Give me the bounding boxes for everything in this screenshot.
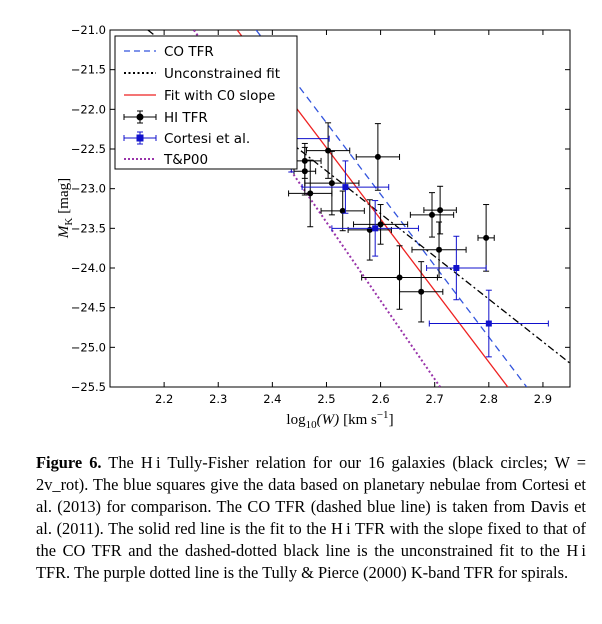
circle-marker [377, 221, 384, 228]
legend-box [114, 35, 298, 170]
circle-marker [483, 234, 490, 241]
y-tick-label: −22.5 [71, 142, 106, 156]
tully-fisher-chart: 2.2 2.3 2.4 2.5 2.6 2.7 2.8 2.9 −21.0 −21.5 −22.0… [56, 23, 571, 431]
y-tick-label: −25.0 [71, 340, 106, 354]
square-marker [342, 184, 349, 191]
y-axis-label: MK[mag] [56, 178, 75, 239]
legend-label-tp00: T&P00 [163, 152, 208, 168]
circle-marker [339, 207, 346, 214]
hi-tfr-point [423, 185, 457, 235]
x-tick-label: 2.8 [480, 392, 498, 406]
circle-marker [436, 246, 443, 253]
circle-marker [437, 207, 444, 214]
y-tick-label: −24.5 [71, 301, 106, 315]
y-tick-label: −25.5 [71, 380, 106, 394]
figure-label: Figure 6. [36, 453, 102, 472]
y-tick-label: −21.0 [71, 23, 106, 37]
x-tick-label: 2.6 [371, 392, 389, 406]
square-marker [453, 265, 460, 271]
legend-label-cortesi: Cortesi et al. [164, 131, 250, 147]
y-tick-label: −24.0 [71, 261, 106, 275]
circle-marker [429, 211, 435, 218]
hi-tfr-point [320, 190, 365, 232]
circle-marker [307, 190, 314, 197]
hi-tfr-point [288, 159, 333, 228]
hi-tfr-point [304, 150, 360, 216]
x-tick-label: 2.9 [534, 392, 552, 406]
hi-tfr-point [305, 122, 351, 179]
circle-marker [301, 168, 308, 175]
y-tick-label: −23.5 [71, 221, 106, 235]
cortesi-point [428, 289, 549, 358]
circle-marker [366, 226, 373, 233]
x-tick-labels: 2.2 2.3 2.4 2.5 2.6 2.7 2.8 2.9 [155, 392, 552, 406]
y-tick-labels: −21.0 −21.5 −22.0 −22.5 −23.0 −23.5 −24.0 −24.5… [71, 23, 106, 394]
data-points [246, 48, 549, 358]
line-co-tfr [255, 30, 528, 387]
x-tick-label: 2.2 [155, 392, 173, 406]
legend-label-c0-slope: Fit with C0 slope [164, 88, 275, 104]
figure-caption: Figure 6. The H i Tully-Fisher relation … [36, 452, 586, 584]
circle-marker [374, 153, 381, 160]
x-tick-label: 2.3 [209, 392, 227, 406]
y-tick-label: −21.5 [71, 63, 106, 77]
hi-tfr-point [355, 123, 401, 191]
legend-label-unconstrained: Unconstrained fit [164, 66, 280, 82]
x-tick-label: 2.5 [317, 392, 335, 406]
y-tick-label: −23.0 [71, 182, 106, 196]
legend-label-co-tfr: CO TFR [164, 44, 214, 60]
x-tick-label: 2.7 [426, 392, 444, 406]
hi-tfr-point [399, 261, 444, 323]
legend: CO TFR Unconstrained fit Fit with C0 slo… [114, 35, 298, 170]
hi-tfr-point [353, 204, 409, 245]
y-tick-label: −22.0 [71, 102, 106, 116]
x-axis-label: log10(W) [km s−1] [286, 409, 393, 431]
square-marker [372, 225, 379, 232]
cortesi-point [301, 160, 390, 214]
legend-swatch-cortesi [123, 131, 157, 145]
x-tick-label: 2.4 [263, 392, 281, 406]
hi-tfr-point [477, 204, 495, 272]
circle-marker [396, 274, 403, 281]
axis-ticks [110, 29, 570, 388]
cortesi-point [426, 235, 487, 301]
cortesi-point [331, 200, 419, 257]
legend-swatch-hi-tfr [123, 110, 157, 124]
circle-marker [325, 147, 332, 154]
circle-marker [328, 180, 335, 187]
square-marker [485, 320, 492, 327]
caption-text: The H i Tully-Fisher relation for our 16… [36, 453, 586, 582]
hi-tfr-point [409, 192, 455, 238]
legend-label-hi-tfr: HI TFR [164, 110, 208, 126]
circle-marker [418, 288, 425, 295]
